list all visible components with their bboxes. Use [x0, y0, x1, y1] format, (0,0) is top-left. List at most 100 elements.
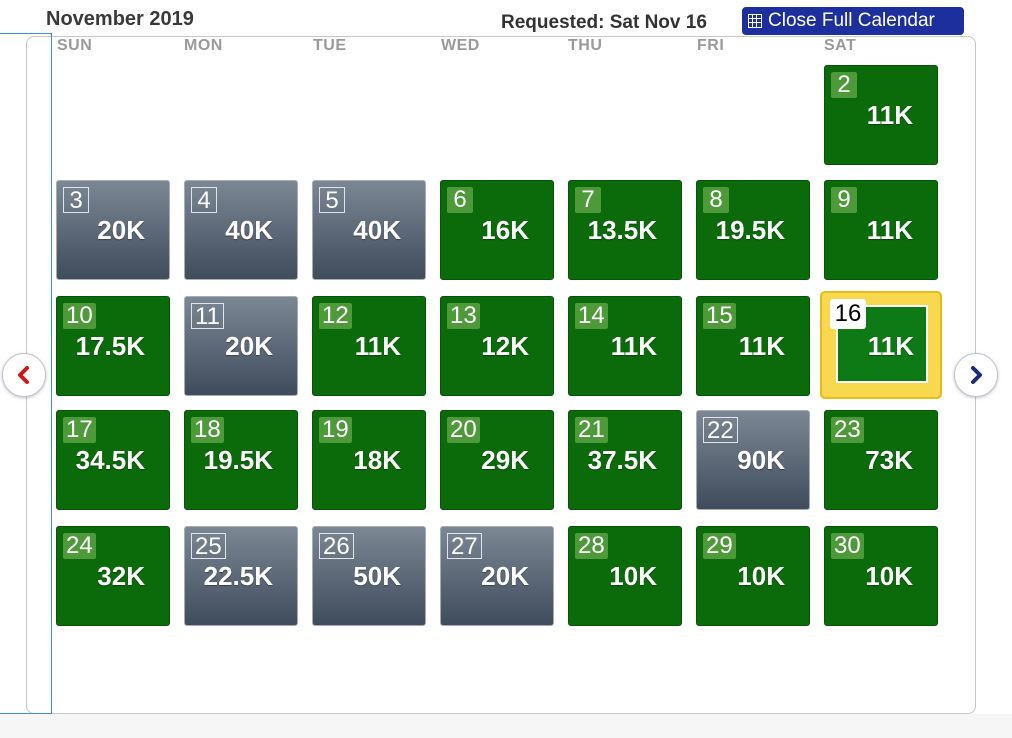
day-cell[interactable]: 13 12K — [440, 296, 554, 396]
day-number: 7 — [575, 187, 601, 213]
day-price: 19.5K — [203, 445, 273, 475]
day-price: 17.5K — [75, 331, 145, 361]
close-full-calendar-label: Close Full Calendar — [768, 10, 935, 31]
day-price: 73K — [865, 445, 913, 475]
next-month-button[interactable] — [954, 353, 998, 397]
day-cell[interactable]: 15 11K — [696, 296, 810, 396]
day-cell[interactable]: 10 17.5K — [56, 296, 170, 396]
day-number: 20 — [447, 417, 480, 443]
day-price: 20K — [225, 331, 273, 361]
day-number: 2 — [831, 72, 857, 98]
day-number: 11 — [191, 303, 224, 330]
bottom-strip — [0, 714, 1012, 738]
day-number: 17 — [63, 417, 96, 443]
day-number: 4 — [191, 187, 217, 214]
day-cell[interactable]: 30 10K — [824, 526, 938, 626]
day-cell[interactable]: 29 10K — [696, 526, 810, 626]
day-cell[interactable]: 25 22.5K — [184, 526, 298, 626]
day-price: 11K — [610, 331, 657, 361]
day-number: 21 — [575, 417, 608, 443]
day-cell[interactable]: 21 37.5K — [568, 410, 682, 510]
day-cell[interactable]: 9 11K — [824, 180, 938, 280]
calendar-icon — [748, 14, 762, 28]
day-number: 10 — [63, 303, 96, 329]
weekday-tue: TUE — [313, 37, 347, 54]
day-cell[interactable]: 23 73K — [824, 410, 938, 510]
day-price: 32K — [97, 561, 145, 591]
day-cell[interactable]: 11 20K — [184, 296, 298, 396]
day-number: 29 — [703, 533, 736, 559]
day-number: 3 — [63, 187, 89, 214]
day-number: 12 — [319, 303, 352, 329]
day-price: 11K — [866, 215, 913, 245]
day-price: 29K — [481, 445, 529, 475]
day-cell[interactable]: 22 90K — [696, 410, 810, 510]
day-cell[interactable]: 18 19.5K — [184, 410, 298, 510]
day-cell[interactable]: 3 20K — [56, 180, 170, 280]
day-number: 18 — [191, 417, 224, 443]
day-price: 40K — [353, 215, 401, 245]
day-number: 5 — [319, 187, 345, 214]
month-title: November 2019 — [46, 8, 194, 30]
day-price: 16K — [481, 215, 529, 245]
day-cell[interactable]: 27 20K — [440, 526, 554, 626]
day-cell[interactable]: 20 29K — [440, 410, 554, 510]
day-price: 20K — [481, 561, 529, 591]
day-price: 37.5K — [587, 445, 657, 475]
day-number: 6 — [447, 187, 473, 213]
day-cell[interactable]: 8 19.5K — [696, 180, 810, 280]
day-price: 90K — [737, 445, 785, 475]
day-number: 16 — [830, 299, 866, 329]
day-number: 22 — [703, 417, 738, 444]
day-price: 10K — [609, 561, 657, 591]
day-number: 23 — [831, 417, 864, 443]
day-price: 22.5K — [203, 561, 273, 591]
chevron-left-icon — [18, 366, 29, 384]
day-price: 34.5K — [75, 445, 145, 475]
chevron-right-icon — [971, 366, 982, 384]
day-price: 10K — [737, 561, 785, 591]
day-number: 27 — [447, 533, 482, 560]
day-price: 20K — [97, 215, 145, 245]
day-number: 28 — [575, 533, 608, 559]
day-price: 13.5K — [587, 215, 657, 245]
day-price: 19.5K — [715, 215, 785, 245]
day-cell[interactable]: 17 34.5K — [56, 410, 170, 510]
day-number: 26 — [319, 533, 354, 560]
day-cell[interactable]: 6 16K — [440, 180, 554, 280]
day-cell[interactable]: 12 11K — [312, 296, 426, 396]
weekday-fri: FRI — [697, 37, 725, 54]
day-cell-selected[interactable]: 16 11K — [820, 291, 942, 399]
day-price: 40K — [225, 215, 273, 245]
weekday-mon: MON — [184, 37, 223, 54]
day-cell[interactable]: 19 18K — [312, 410, 426, 510]
day-price: 11K — [354, 331, 401, 361]
day-cell[interactable]: 26 50K — [312, 526, 426, 626]
requested-date: Requested: Sat Nov 16 — [501, 12, 707, 33]
day-number: 24 — [63, 533, 96, 559]
day-cell[interactable]: 2 11K — [824, 65, 938, 165]
day-number: 15 — [703, 303, 736, 329]
day-cell[interactable]: 7 13.5K — [568, 180, 682, 280]
day-number: 14 — [575, 303, 608, 329]
weekday-sat: SAT — [824, 37, 857, 54]
day-number: 19 — [319, 417, 352, 443]
day-number: 9 — [831, 187, 857, 213]
day-cell[interactable]: 28 10K — [568, 526, 682, 626]
day-price: 11K — [866, 100, 913, 130]
day-number: 25 — [191, 533, 226, 560]
day-cell[interactable]: 14 11K — [568, 296, 682, 396]
day-price: 11K — [867, 331, 914, 361]
prev-month-button[interactable] — [2, 353, 46, 397]
weekday-wed: WED — [441, 37, 480, 54]
day-price: 10K — [865, 561, 913, 591]
day-price: 18K — [353, 445, 401, 475]
day-price: 12K — [481, 331, 529, 361]
day-number: 8 — [703, 187, 729, 213]
day-cell[interactable]: 5 40K — [312, 180, 426, 280]
weekday-sun: SUN — [57, 37, 93, 54]
close-full-calendar-button[interactable]: Close Full Calendar — [742, 7, 964, 35]
day-cell[interactable]: 4 40K — [184, 180, 298, 280]
day-price: 11K — [738, 331, 785, 361]
day-cell[interactable]: 24 32K — [56, 526, 170, 626]
